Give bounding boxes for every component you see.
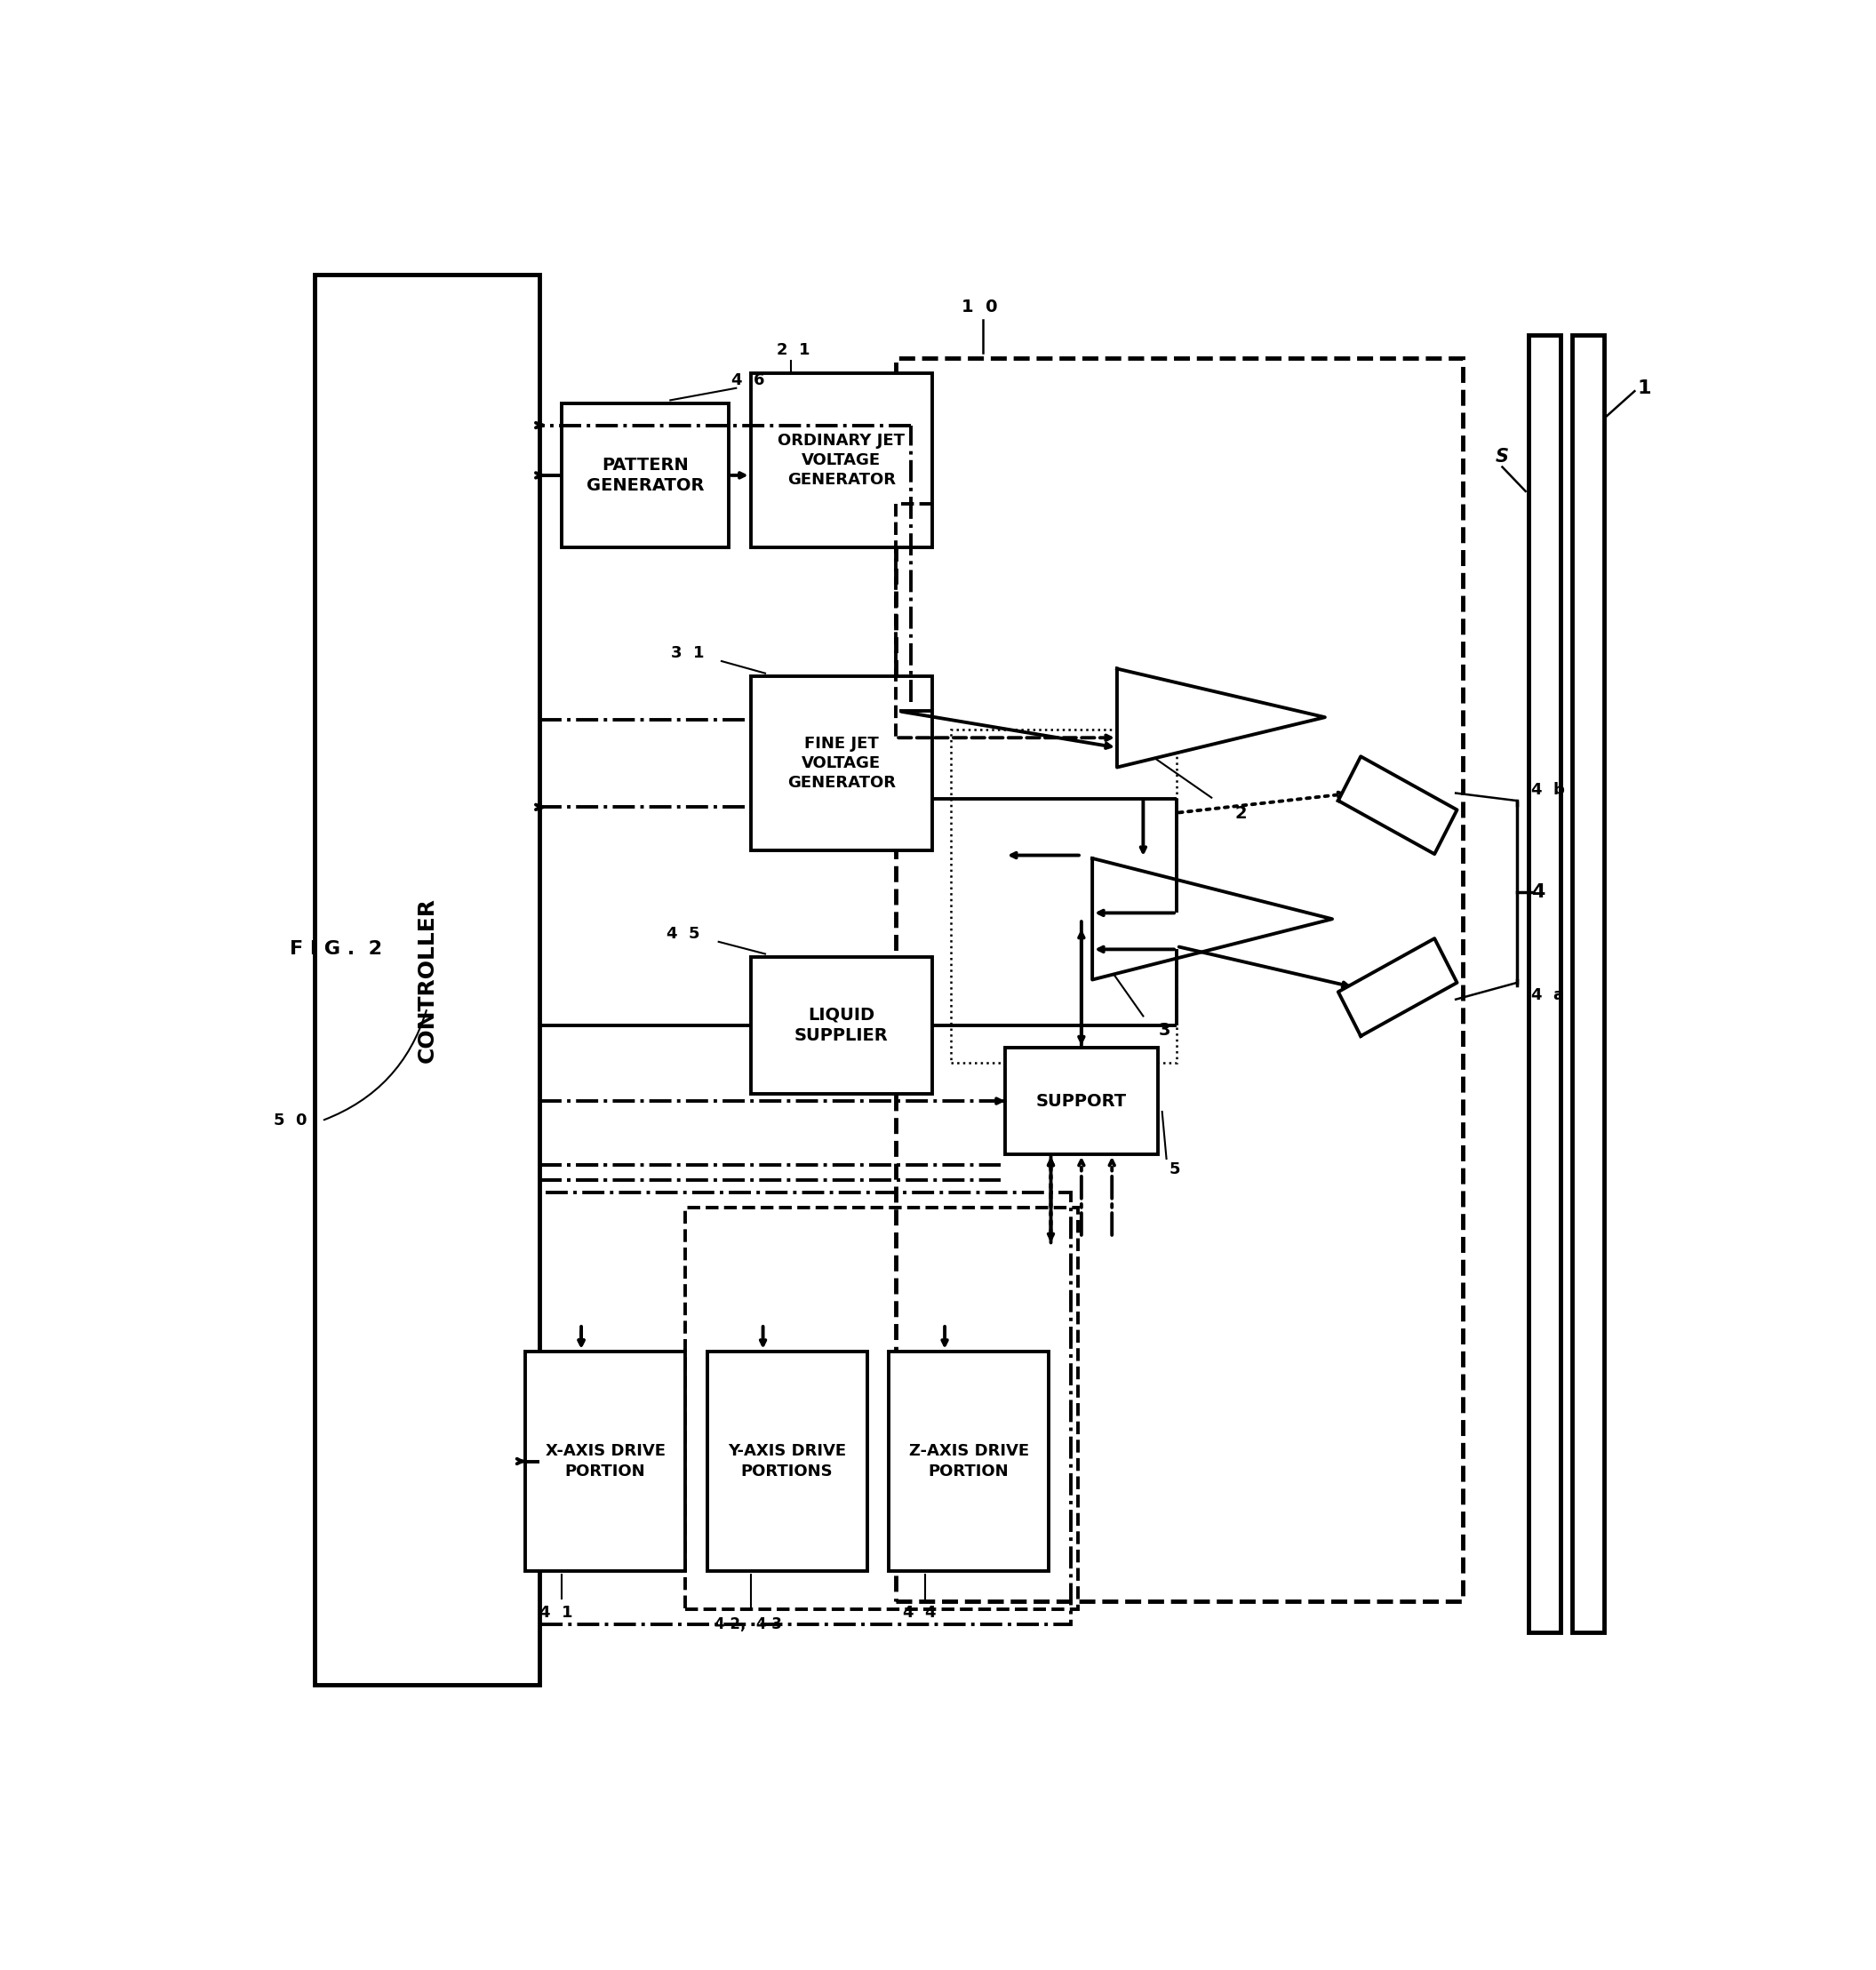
Text: 4  a: 4 a	[1531, 987, 1565, 1003]
Text: 4  6: 4 6	[732, 372, 765, 388]
Text: 4  4: 4 4	[904, 1606, 936, 1621]
Text: 3  1: 3 1	[672, 644, 704, 662]
Bar	[1006, 1048, 1157, 1154]
Polygon shape	[1092, 859, 1332, 979]
Text: 2  1: 2 1	[777, 341, 810, 359]
Bar	[1529, 335, 1561, 1631]
Text: F I G .  2: F I G . 2	[289, 940, 383, 957]
Bar	[315, 274, 540, 1684]
Bar	[889, 1351, 1049, 1572]
Bar	[750, 957, 932, 1093]
Text: S: S	[1495, 447, 1508, 465]
Text: 2: 2	[1234, 806, 1248, 821]
Text: 3: 3	[1159, 1022, 1171, 1038]
Bar	[503, 1192, 1071, 1625]
Polygon shape	[1338, 938, 1458, 1036]
Polygon shape	[1116, 668, 1324, 768]
Text: 5  0: 5 0	[274, 1113, 308, 1129]
Text: Z-AXIS DRIVE
PORTION: Z-AXIS DRIVE PORTION	[908, 1444, 1028, 1479]
Bar	[707, 1351, 867, 1572]
Text: 4: 4	[1531, 883, 1546, 900]
Bar	[750, 372, 932, 548]
Bar	[897, 359, 1463, 1602]
Polygon shape	[1338, 756, 1458, 855]
Text: FINE JET
VOLTAGE
GENERATOR: FINE JET VOLTAGE GENERATOR	[788, 737, 895, 792]
Text: Y-AXIS DRIVE
PORTIONS: Y-AXIS DRIVE PORTIONS	[728, 1444, 846, 1479]
Bar	[685, 1208, 1079, 1609]
Text: 4  b: 4 b	[1531, 782, 1565, 798]
Text: SUPPORT: SUPPORT	[1036, 1093, 1127, 1109]
Text: 1: 1	[1638, 378, 1651, 398]
Text: 4 2,  4 3: 4 2, 4 3	[715, 1617, 782, 1633]
Text: 4  5: 4 5	[666, 926, 700, 942]
Bar	[525, 1351, 685, 1572]
Text: 5: 5	[1169, 1162, 1180, 1178]
Text: 4  1: 4 1	[540, 1606, 574, 1621]
Text: 1  0: 1 0	[962, 297, 998, 315]
Bar	[750, 676, 932, 851]
Text: ORDINARY JET
VOLTAGE
GENERATOR: ORDINARY JET VOLTAGE GENERATOR	[779, 433, 904, 489]
Bar	[951, 729, 1176, 1064]
Text: CONTROLLER: CONTROLLER	[416, 896, 437, 1062]
Bar	[1572, 335, 1604, 1631]
Bar	[561, 404, 728, 548]
Text: PATTERN
GENERATOR: PATTERN GENERATOR	[587, 457, 704, 494]
Text: X-AXIS DRIVE
PORTION: X-AXIS DRIVE PORTION	[546, 1444, 666, 1479]
Text: LIQUID
SUPPLIER: LIQUID SUPPLIER	[795, 1007, 889, 1044]
